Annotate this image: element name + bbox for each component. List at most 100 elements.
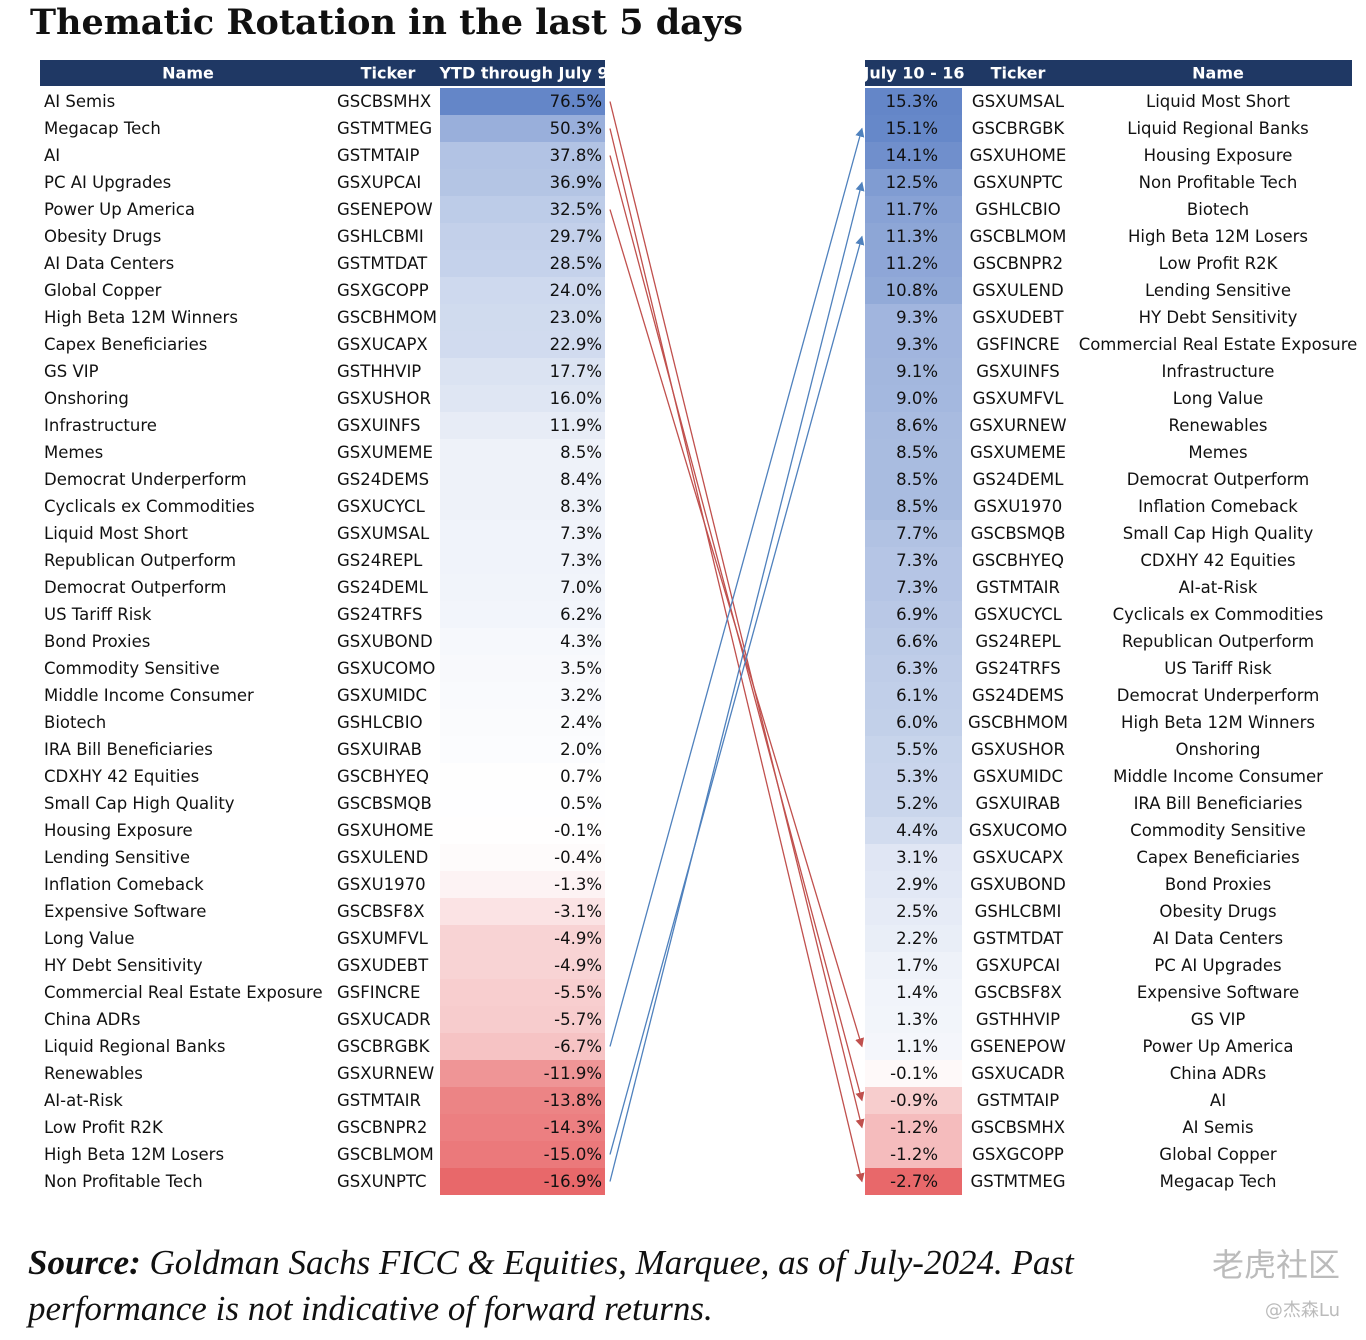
cell-text: 76.5%: [550, 92, 602, 111]
value-cell: [865, 115, 962, 142]
cell-text: GSXUNPTC: [973, 173, 1063, 192]
value-cell: [865, 574, 962, 601]
cell-text: PC AI Upgrades: [44, 173, 171, 192]
cell-text: GS24DEMS: [972, 686, 1064, 705]
cell-text: 0.7%: [560, 767, 602, 786]
cell-text: Housing Exposure: [1144, 146, 1293, 165]
cell-text: Obesity Drugs: [44, 227, 161, 246]
cell-text: GSXUCADR: [971, 1064, 1065, 1083]
cell-text: Cyclicals ex Commodities: [1113, 605, 1324, 624]
arrow: [609, 127, 865, 1047]
cell-text: GSXUMFVL: [973, 389, 1065, 408]
value-cell: [865, 871, 962, 898]
cell-text: -3.1%: [554, 902, 602, 921]
value-cell: [440, 547, 605, 574]
cell-text: IRA Bill Beneficiaries: [44, 740, 213, 759]
value-cell: [865, 844, 962, 871]
cell-text: HY Debt Sensitivity: [44, 956, 203, 975]
cell-text: 1.1%: [896, 1037, 938, 1056]
cell-text: Liquid Regional Banks: [44, 1037, 225, 1056]
cell-text: Global Copper: [44, 281, 162, 300]
cell-text: Republican Outperform: [44, 551, 236, 570]
cell-text: GSCBSMQB: [971, 524, 1066, 543]
cell-text: Renewables: [44, 1064, 143, 1083]
value-cell: [865, 88, 962, 115]
cell-text: High Beta 12M Winners: [1121, 713, 1315, 732]
value-cell: [440, 115, 605, 142]
cell-text: 5.3%: [896, 767, 938, 786]
cell-text: 22.9%: [550, 335, 602, 354]
value-cell: [440, 385, 605, 412]
value-cell: [440, 493, 605, 520]
cell-text: -1.2%: [890, 1118, 938, 1137]
cell-text: Biotech: [1187, 200, 1249, 219]
column-header: Ticker: [361, 64, 416, 83]
value-cell: [865, 682, 962, 709]
cell-text: GSXUDEBT: [337, 956, 429, 975]
value-cell: [440, 1087, 605, 1114]
cell-text: Renewables: [1169, 416, 1268, 435]
cell-text: GSXUPCAI: [976, 956, 1060, 975]
cell-text: Bond Proxies: [1165, 875, 1271, 894]
cell-text: GSXUBOND: [970, 875, 1066, 894]
tables: Name Ticker YTD through July 9 AI Semis GSCB…: [40, 60, 1357, 1195]
cell-text: IRA Bill Beneficiaries: [1134, 794, 1303, 813]
cell-text: GSCBLMOM: [337, 1145, 434, 1164]
value-cell: [865, 1168, 962, 1195]
cell-text: 4.3%: [560, 632, 602, 651]
value-cell: [440, 277, 605, 304]
column-header: YTD through July 9: [438, 64, 608, 83]
value-cell: [865, 277, 962, 304]
cell-text: Non Profitable Tech: [1139, 173, 1298, 192]
cell-text: 4.4%: [896, 821, 938, 840]
cell-text: 50.3%: [550, 119, 602, 138]
cell-text: 8.4%: [560, 470, 602, 489]
cell-text: -13.8%: [544, 1091, 602, 1110]
cell-text: Cyclicals ex Commodities: [44, 497, 255, 516]
cell-text: 15.1%: [886, 119, 938, 138]
cell-text: GSXUCOMO: [969, 821, 1067, 840]
cell-text: 37.8%: [550, 146, 602, 165]
cell-text: GSTMTMEG: [970, 1172, 1065, 1191]
cell-text: PC AI Upgrades: [1154, 956, 1281, 975]
value-cell: [440, 304, 605, 331]
cell-text: Liquid Most Short: [44, 524, 188, 543]
cell-text: -0.1%: [554, 821, 602, 840]
cell-text: -15.0%: [544, 1145, 602, 1164]
cell-text: GS VIP: [1191, 1010, 1246, 1029]
cell-text: GSXUMFVL: [337, 929, 429, 948]
value-cell: [440, 142, 605, 169]
value-cell: [440, 1033, 605, 1060]
cell-text: 36.9%: [550, 173, 602, 192]
cell-text: 17.7%: [550, 362, 602, 381]
cell-text: GSXUMSAL: [972, 92, 1065, 111]
cell-text: -6.7%: [554, 1037, 602, 1056]
cell-text: GSCBNPR2: [337, 1118, 427, 1137]
cell-text: Megacap Tech: [44, 119, 161, 138]
cell-text: GSCBSF8X: [337, 902, 425, 921]
cell-text: AI Data Centers: [44, 254, 174, 273]
cell-text: Liquid Most Short: [1146, 92, 1290, 111]
cell-text: 11.9%: [550, 416, 602, 435]
cell-text: 6.1%: [896, 686, 938, 705]
cell-text: -16.9%: [544, 1172, 602, 1191]
source-text: Goldman Sachs FICC & Equities, Marquee, …: [28, 1243, 1074, 1328]
value-cell: [865, 1060, 962, 1087]
cell-text: High Beta 12M Losers: [1128, 227, 1308, 246]
cell-text: Expensive Software: [44, 902, 206, 921]
cell-text: Low Profit R2K: [44, 1118, 164, 1137]
column-header: Name: [1192, 64, 1244, 83]
value-cell: [440, 601, 605, 628]
cell-text: GS24TRFS: [337, 605, 422, 624]
cell-text: 28.5%: [550, 254, 602, 273]
cell-text: 24.0%: [550, 281, 602, 300]
value-cell: [440, 709, 605, 736]
cell-text: GSCBHYEQ: [337, 767, 429, 786]
cell-text: 8.5%: [896, 497, 938, 516]
cell-text: Inflation Comeback: [44, 875, 204, 894]
cell-text: 6.3%: [896, 659, 938, 678]
cell-text: GSXUCYCL: [974, 605, 1063, 624]
cell-text: GSXUINFS: [337, 416, 421, 435]
value-cell: [440, 1060, 605, 1087]
value-cell: [865, 601, 962, 628]
